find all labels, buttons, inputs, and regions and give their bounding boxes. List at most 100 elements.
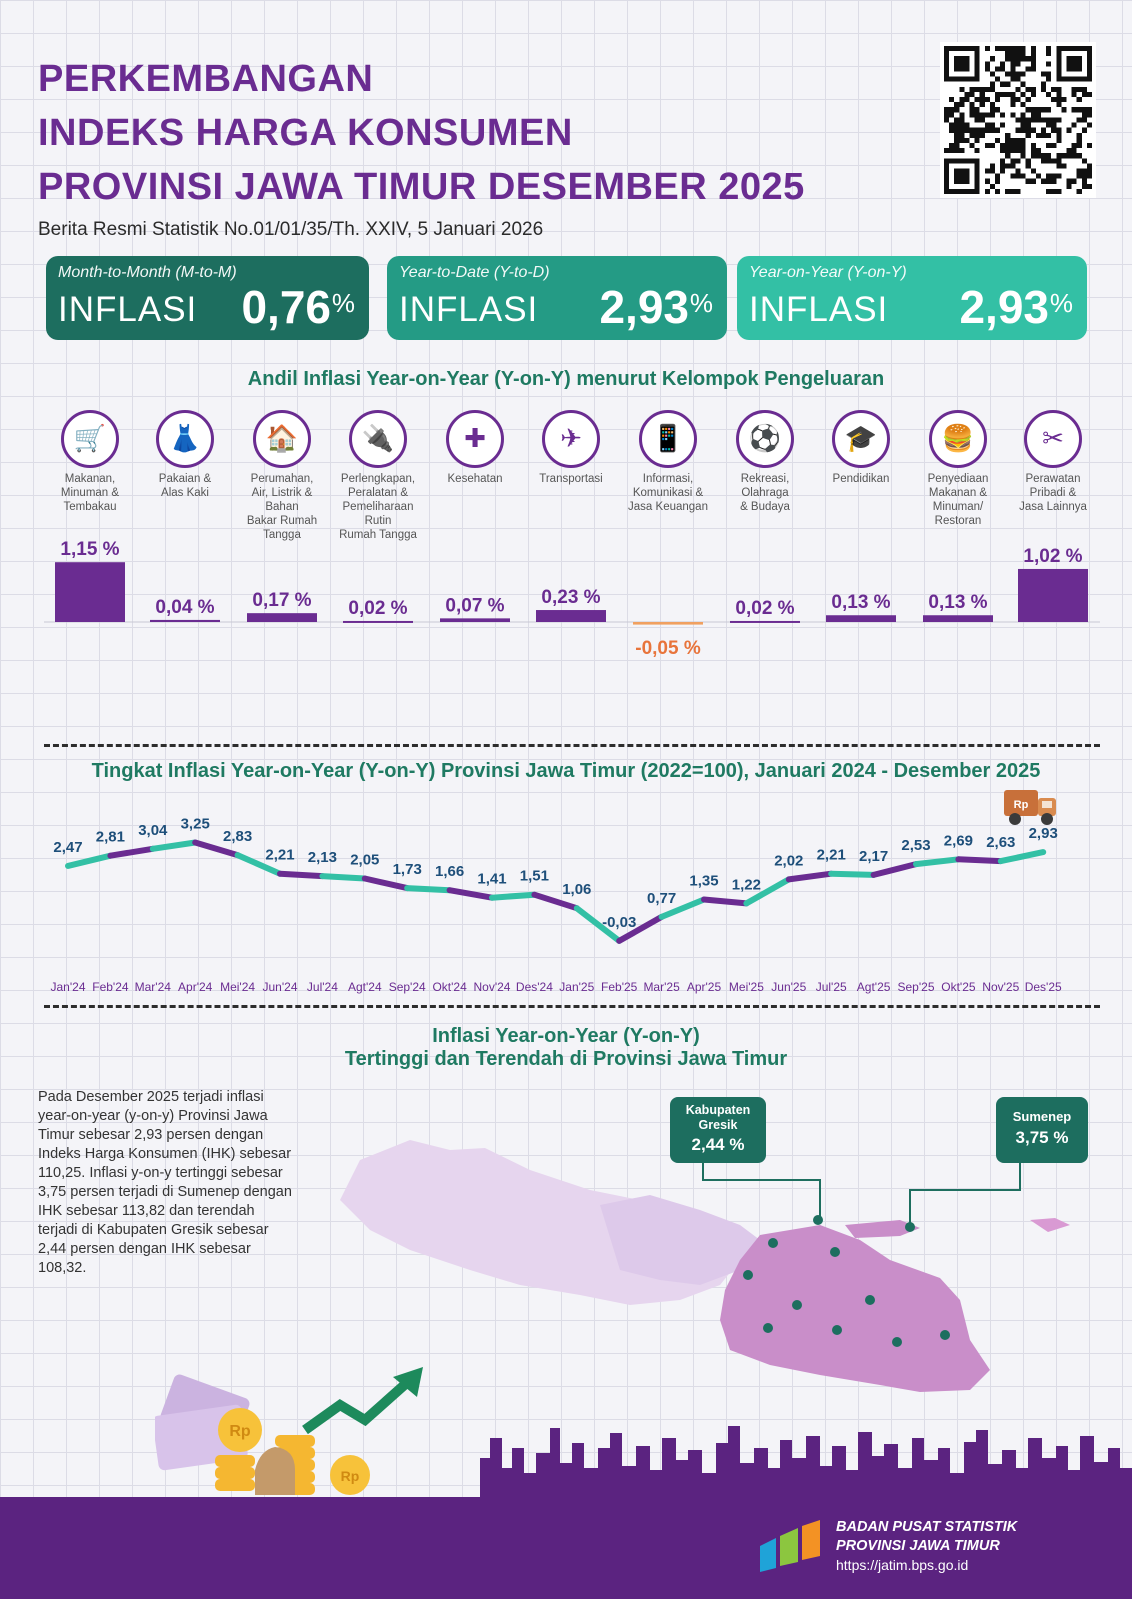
mtm-label: INFLASI — [58, 290, 198, 329]
city-dots — [743, 1215, 950, 1347]
bar-value-label: 1,02 % — [1023, 546, 1082, 567]
ytd-caption: Year-to-Date (Y-to-D) — [399, 264, 550, 281]
line-segment — [149, 839, 199, 852]
category-1: 🛒 Makanan, Minuman & Tembakau — [43, 410, 137, 514]
bar-11 — [1018, 568, 1088, 622]
bar-value-label: 0,07 % — [445, 595, 504, 616]
line-segment — [997, 849, 1047, 865]
line-segment — [870, 861, 919, 878]
bar-7 — [633, 622, 703, 625]
category-name: Pakaian & Alas Kaki — [158, 473, 212, 499]
line-point-value: 2,05 — [350, 852, 379, 869]
x-tick-label: Mar'25 — [643, 980, 680, 994]
line-point-value: 2,83 — [223, 828, 252, 845]
line-point-value: 1,41 — [477, 871, 506, 888]
sumenep-leader-line — [909, 1150, 1021, 1227]
highest-inflation-callout: Sumenep 3,75 % — [996, 1097, 1088, 1163]
x-tick-label: Okt'24 — [432, 980, 467, 994]
category-11: ✂ Perawatan Pribadi & Jasa Lainnya — [1006, 410, 1100, 514]
lowest-value: 2,44 % — [691, 1135, 745, 1154]
x-tick-label: Des'25 — [1025, 980, 1062, 994]
line-point-value: 2,21 — [817, 847, 846, 864]
line-segment — [743, 876, 792, 907]
category-9: 🎓 Pendidikan — [814, 410, 908, 486]
bar-3 — [247, 613, 317, 622]
ytd-value: 2,93 — [599, 281, 689, 333]
line-segment — [785, 870, 835, 883]
yoy-label: INFLASI — [749, 290, 889, 329]
line-point-value: -0,03 — [602, 914, 636, 931]
bar-4 — [343, 620, 413, 623]
airplane-icon: ✈ — [542, 410, 600, 468]
line-point-value: 2,53 — [901, 837, 930, 854]
line-segment — [319, 873, 368, 882]
line-point-value: 2,93 — [1029, 825, 1058, 842]
city-skyline-illustration — [480, 1426, 1132, 1500]
category-name: Perumahan, Air, Listrik & Bahan Bakar Rumah… — [246, 473, 318, 541]
category-6: ✈ Transportasi — [524, 410, 618, 486]
line-segment — [107, 845, 156, 859]
line-segment — [531, 891, 580, 912]
x-tick-label: Agt'25 — [857, 980, 891, 994]
bps-logo-icon — [756, 1516, 824, 1579]
smartphone-icon: 📱 — [639, 410, 697, 468]
category-name: Rekreasi, Olahraga & Budaya — [740, 473, 790, 513]
map-title-line-1: Inflasi Year-on-Year (Y-on-Y) — [432, 1025, 700, 1047]
madura-shape — [845, 1220, 920, 1238]
category-8: ⚽ Rekreasi, Olahraga & Budaya — [718, 410, 812, 514]
map-title-line-2: Tertinggi dan Terendah di Provinsi Jawa … — [344, 1048, 788, 1070]
category-10: 🍔 Penyediaan Makanan & Minuman/Restoran — [911, 410, 1005, 528]
category-name: Informasi, Komunikasi & Jasa Keuangan — [628, 473, 708, 513]
mtm-value: 0,76 — [241, 281, 331, 333]
central-java-shape — [600, 1195, 760, 1285]
x-tick-label: Apr'24 — [178, 980, 213, 994]
x-tick-label: Mei'25 — [729, 980, 764, 994]
lowest-name-line-1: Kabupaten — [685, 1103, 751, 1117]
small-islands-shape — [1030, 1218, 1070, 1232]
highest-name: Sumenep — [1012, 1109, 1072, 1124]
page-subtitle: Berita Resmi Statistik No.01/01/35/Th. X… — [38, 219, 544, 240]
line-point-value: 1,66 — [435, 863, 464, 880]
qr-code-icon[interactable] — [940, 42, 1096, 198]
bps-org-line-2: PROVINSI JAWA TIMUR — [836, 1538, 1000, 1554]
x-tick-label: Jul'24 — [307, 980, 338, 994]
bps-org-name: BADAN PUSAT STATISTIK PROVINSI JAWA TIMU… — [836, 1518, 1017, 1556]
bar-value-label: 0,02 % — [735, 598, 794, 619]
bar-10 — [923, 615, 993, 622]
x-tick-label: Jun'25 — [771, 980, 806, 994]
line-segment — [489, 891, 538, 901]
category-name: Kesehatan — [447, 473, 503, 485]
bar-value-label: 0,04 % — [155, 597, 214, 618]
line-segment — [192, 839, 241, 859]
divider-bottom — [44, 1005, 1100, 1008]
x-tick-label: Des'24 — [516, 980, 553, 994]
category-2: 👗 Pakaian & Alas Kaki — [138, 410, 232, 500]
category-name: Pendidikan — [832, 473, 890, 485]
highest-value: 3,75 % — [1015, 1128, 1069, 1147]
line-point-value: 1,06 — [562, 881, 591, 898]
line-point-value: 3,25 — [181, 816, 210, 833]
bps-website-link[interactable]: https://jatim.bps.go.id — [836, 1557, 969, 1573]
category-name: Perawatan Pribadi & Jasa Lainnya — [1019, 473, 1087, 513]
line-point-value: 2,21 — [265, 847, 294, 864]
bar-5 — [440, 618, 510, 622]
line-point-value: 2,17 — [859, 848, 888, 865]
lowest-inflation-callout: Kabupaten Gresik 2,44 % — [670, 1097, 766, 1163]
rp-coin-large — [218, 1408, 262, 1452]
line-chart-title: Tingkat Inflasi Year-on-Year (Y-on-Y) Pr… — [91, 760, 1041, 782]
burger-drink-icon: 🍔 — [929, 410, 987, 468]
line-point-value: 2,13 — [308, 849, 337, 866]
yoy-value: 2,93 — [959, 281, 1049, 333]
line-point-value: 2,69 — [944, 832, 973, 849]
truck-label: Rp — [1014, 799, 1029, 811]
line-segment — [404, 885, 453, 894]
delivery-truck-icon: Rp — [1002, 786, 1062, 833]
x-tick-label: Nov'25 — [982, 980, 1019, 994]
coin-label-2: Rp — [341, 1468, 360, 1484]
yoy-inflation-box: Year-on-Year (Y-on-Y) INFLASI 2,93 % — [737, 256, 1087, 340]
line-segment — [616, 913, 665, 944]
yoy-unit: % — [1049, 288, 1073, 318]
category-name: Penyediaan Makanan & Minuman/Restoran — [927, 473, 989, 527]
title-line-1: PERKEMBANGAN — [38, 58, 374, 100]
grocery-bag-icon: 🛒 — [61, 410, 119, 468]
